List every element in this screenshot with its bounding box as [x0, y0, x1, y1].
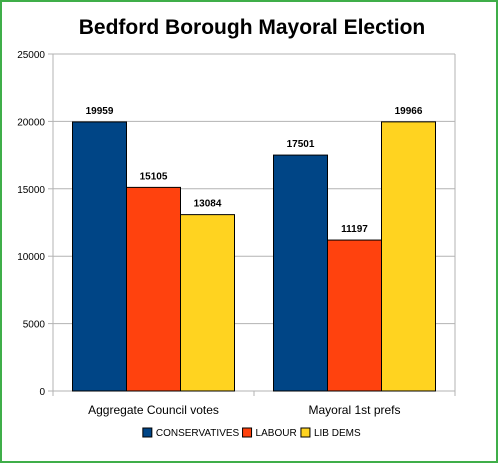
bar-conservatives-0 [72, 121, 127, 392]
bar-lib-dems-1 [381, 121, 436, 392]
y-tick-label: 10000 [17, 252, 45, 263]
category-label: Mayoral 1st prefs [308, 403, 400, 417]
y-tick-label: 25000 [17, 50, 45, 61]
data-label: 19959 [86, 106, 114, 117]
legend-swatch [142, 427, 153, 438]
axes: 0 5000 10000 15000 20000 25000 Aggregate Counc… [17, 50, 456, 417]
legend-label: LIB DEMS [314, 428, 361, 439]
data-label: 15105 [140, 171, 168, 182]
legend-swatch [242, 427, 253, 438]
data-label: 11197 [341, 224, 368, 235]
legend-label: CONSERVATIVES [156, 428, 240, 439]
data-label: 17501 [287, 139, 315, 150]
data-label: 13084 [194, 199, 222, 210]
category-label: Aggregate Council votes [88, 403, 219, 417]
legend-swatch [300, 427, 311, 438]
y-tick-label: 15000 [17, 185, 45, 196]
chart-title: Bedford Borough Mayoral Election [79, 16, 426, 39]
bar-lib-dems-0 [180, 214, 235, 392]
bars [72, 121, 436, 392]
data-labels: 19959 15105 13084 17501 11197 19966 [86, 106, 423, 235]
bar-labour-0 [126, 186, 181, 392]
bar-labour-1 [327, 239, 382, 392]
y-tick-label: 5000 [23, 320, 46, 331]
y-tick-label: 20000 [17, 117, 45, 128]
legend: CONSERVATIVES LABOUR LIB DEMS [142, 427, 361, 439]
bar-conservatives-1 [273, 154, 328, 392]
data-label: 19966 [395, 106, 423, 117]
y-tick-label: 0 [39, 387, 45, 398]
legend-label: LABOUR [256, 428, 297, 439]
